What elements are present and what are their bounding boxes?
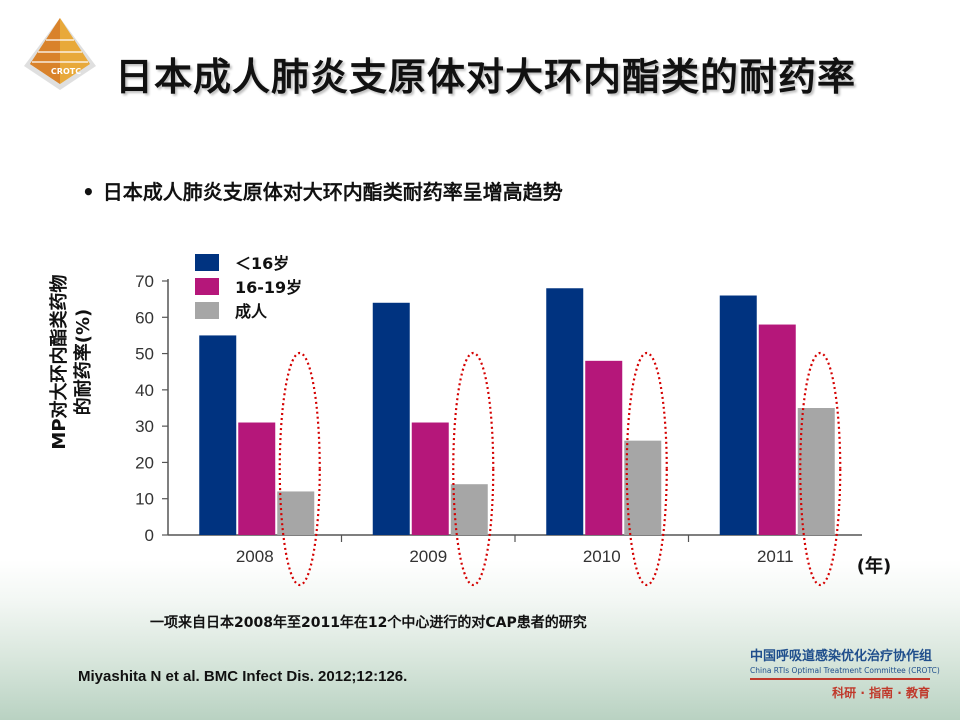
org-divider [750, 678, 930, 680]
citation: Miyashita N et al. BMC Infect Dis. 2012;… [78, 668, 408, 685]
org-name-en: China RTIs Optimal Treatment Committee (… [750, 666, 940, 675]
crotc-logo: CROTC [24, 18, 96, 90]
legend-swatch-3 [195, 302, 219, 319]
y-tick-label: 40 [135, 381, 154, 400]
x-tick-label: 2009 [409, 547, 447, 566]
legend-label-1: ＜16岁 [235, 254, 289, 273]
legend-label-3: 成人 [235, 302, 268, 321]
highlight-ellipse-2011 [799, 351, 842, 587]
y-tick-label: 20 [135, 453, 154, 472]
bar-2008-series-1 [199, 335, 237, 535]
bar-2011-series-1 [719, 295, 757, 535]
logo-text: CROTC [51, 67, 81, 76]
highlight-ellipse-2010 [625, 351, 668, 587]
bullet-point: • 日本成人肺炎支原体对大环内酯类耐药率呈增高趋势 [82, 176, 563, 205]
x-tick-label: 2011 [757, 547, 794, 566]
bar-2009-series-3 [450, 484, 488, 535]
x-tick-label: 2010 [583, 547, 621, 566]
bar-2011-series-2 [758, 324, 796, 535]
y-tick-label: 50 [135, 345, 154, 364]
y-tick-label: 10 [135, 490, 154, 509]
bar-2011-series-3 [797, 408, 835, 535]
x-tick-label: 2008 [236, 547, 274, 566]
y-tick-label: 0 [145, 526, 154, 545]
y-tick-label: 70 [135, 272, 154, 291]
bar-2009-series-2 [411, 422, 449, 535]
highlight-ellipse-2008 [278, 351, 321, 587]
bar-2010-series-2 [585, 360, 623, 535]
bullet-dot: • [82, 180, 95, 204]
org-motto: 科研 · 指南 · 教育 [832, 686, 930, 700]
y-tick-label: 60 [135, 308, 154, 327]
bar-2010-series-3 [624, 440, 662, 535]
bullet-text: 日本成人肺炎支原体对大环内酯类耐药率呈增高趋势 [102, 180, 563, 204]
legend-swatch-1 [195, 254, 219, 271]
legend-label-2: 16-19岁 [235, 278, 302, 297]
bar-2008-series-2 [238, 422, 276, 535]
bar-2008-series-3 [277, 491, 315, 535]
highlight-ellipse-2009 [452, 351, 495, 587]
y-axis-label-line-2: 的耐药率(%) [73, 308, 94, 416]
org-name-cn: 中国呼吸道感染优化治疗协作组 [750, 649, 933, 664]
slide-title: 日本成人肺炎支原体对大环内酯类的耐药率 [115, 55, 857, 99]
organization-block: 中国呼吸道感染优化治疗协作组 China RTIs Optimal Treatm… [750, 645, 940, 701]
y-axis-label-line-1: MP对大环内酯类药物 [49, 274, 70, 450]
x-axis-label: (年) [857, 555, 891, 577]
y-tick-label: 30 [135, 417, 154, 436]
bar-2009-series-1 [372, 302, 410, 535]
legend-swatch-2 [195, 278, 219, 295]
study-note: 一项来自日本2008年至2011年在12个中心进行的对CAP患者的研究 [150, 615, 587, 631]
bar-2010-series-1 [546, 288, 584, 535]
y-axis-label: MP对大环内酯类药物 的耐药率(%) [48, 237, 108, 487]
